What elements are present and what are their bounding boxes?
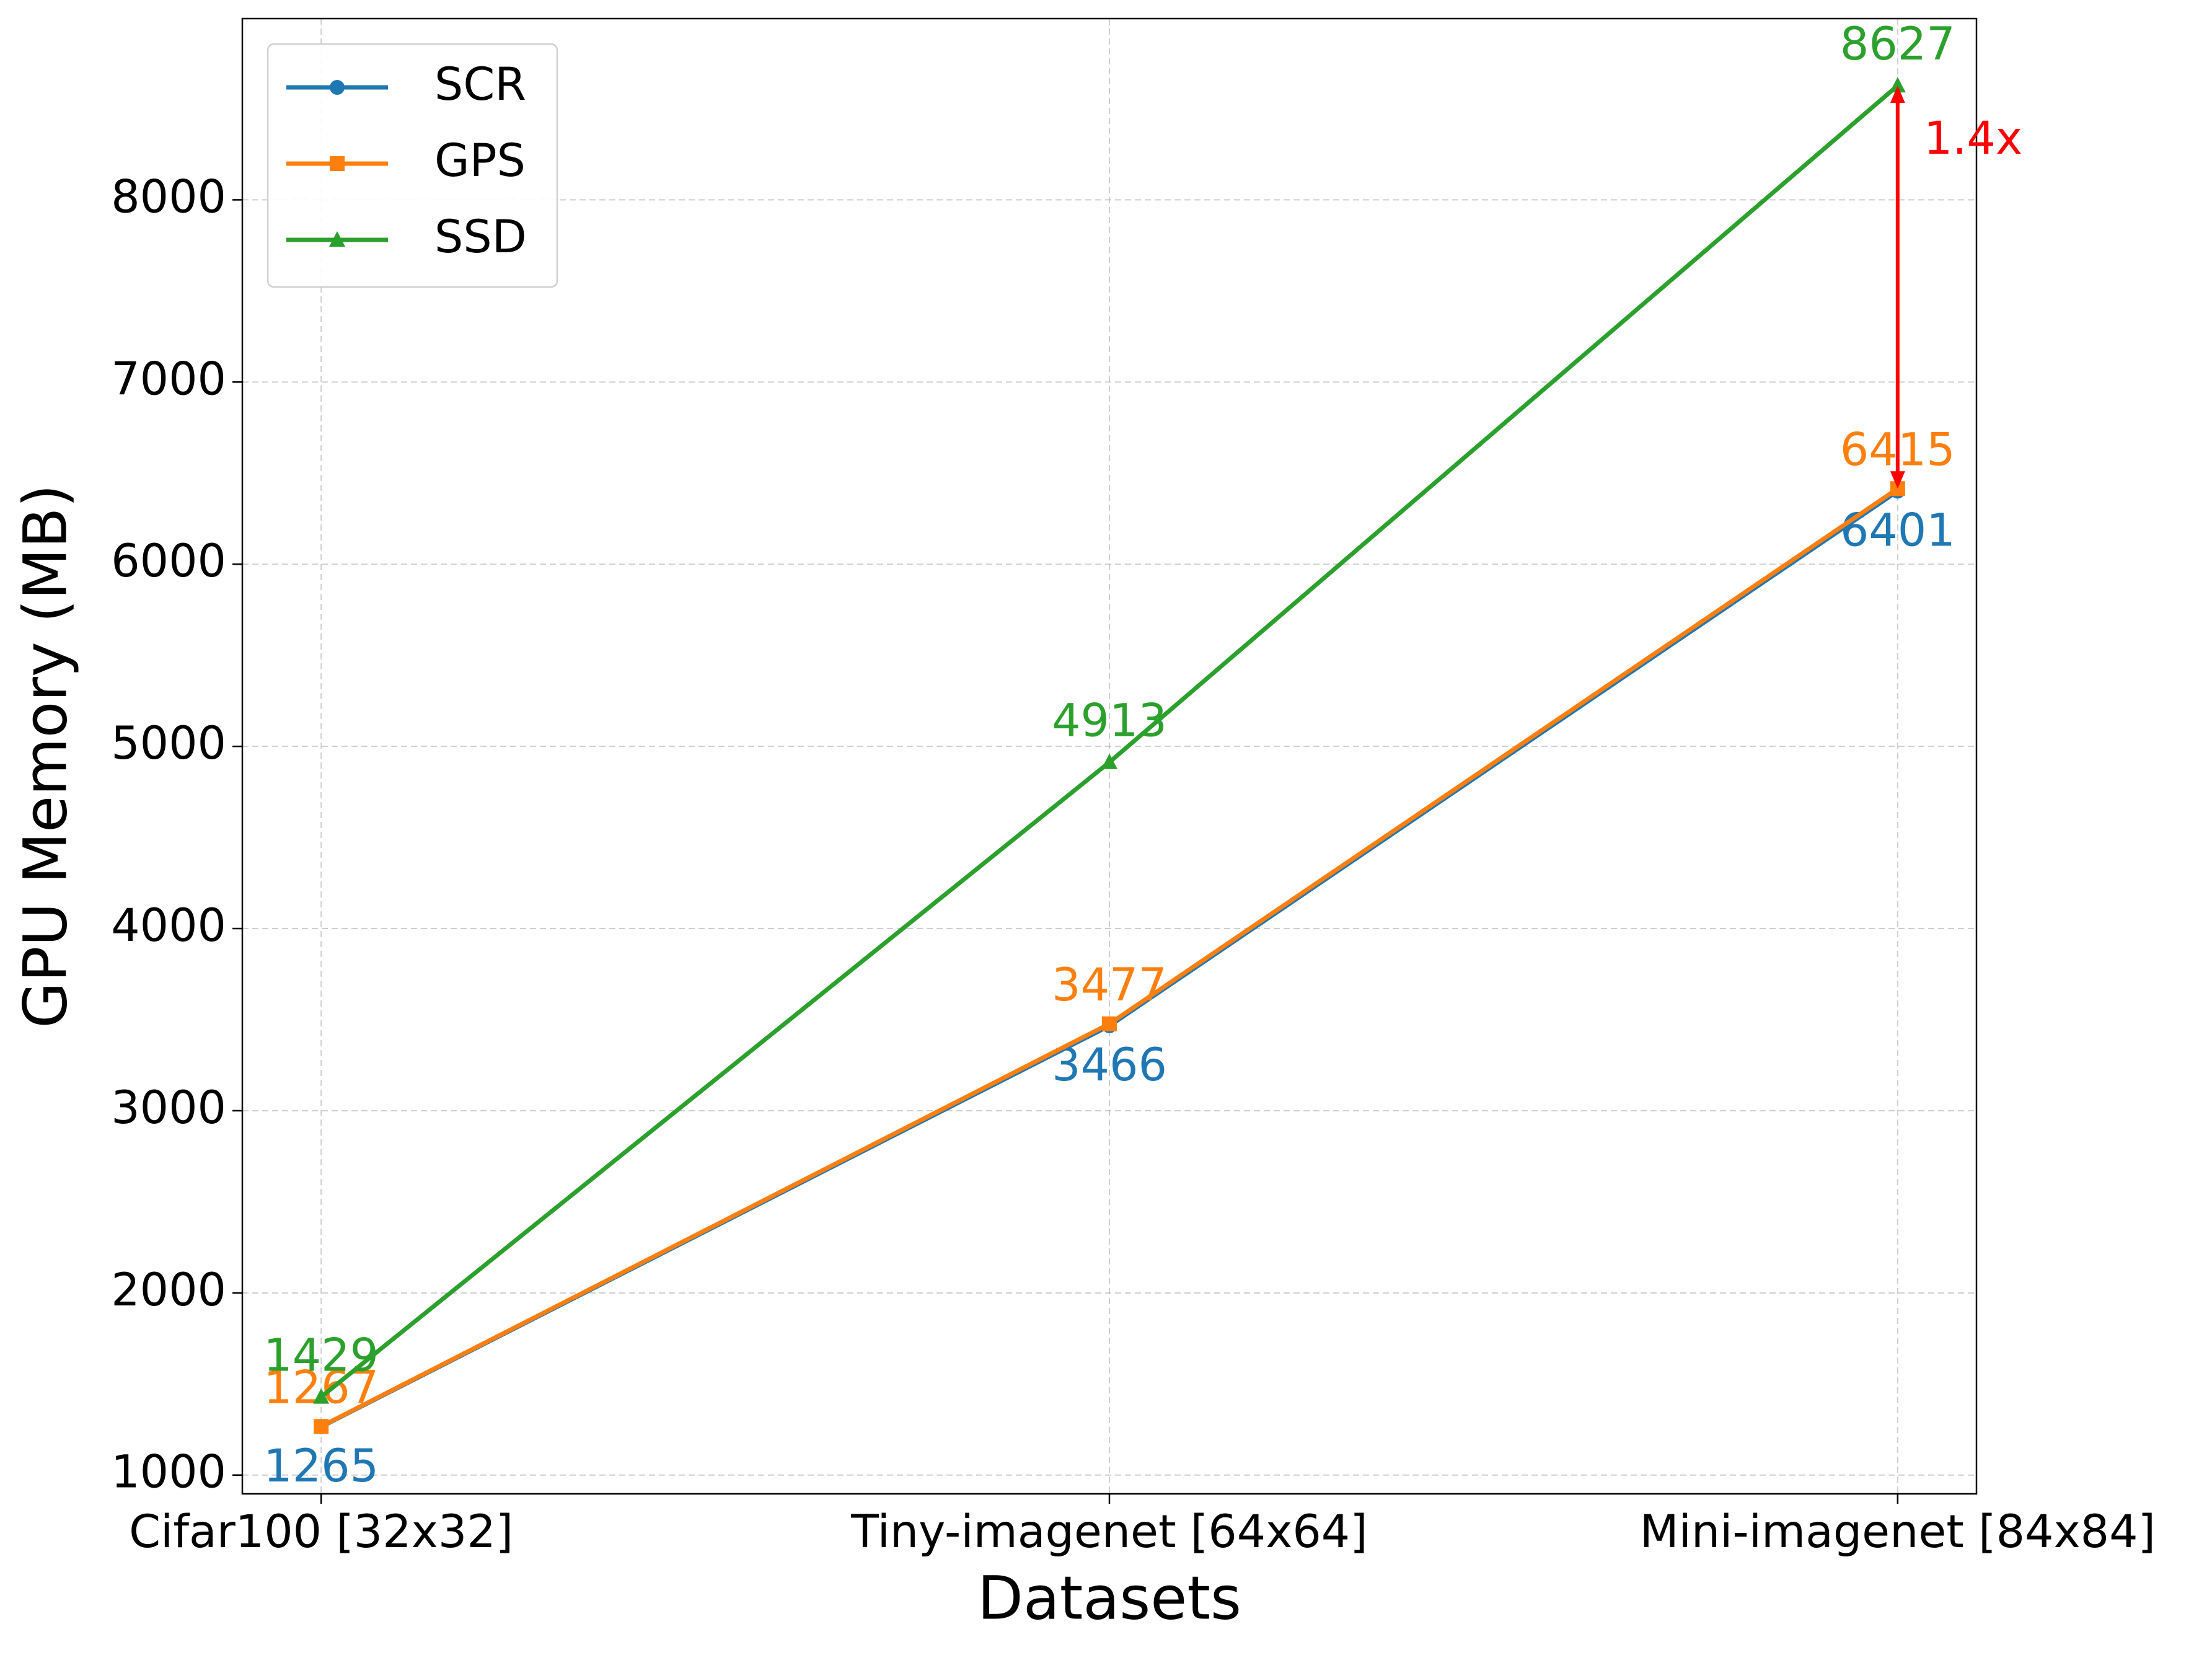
legend-box <box>267 43 558 288</box>
legend-label: SCR <box>434 58 526 111</box>
annotation-text: 1.4x <box>1924 112 2022 165</box>
plot-frame <box>241 17 1978 1495</box>
value-label: 6401 <box>1840 504 1955 557</box>
y-tick-label: 1000 <box>111 1446 226 1499</box>
point <box>1102 1016 1117 1031</box>
y-tick-label: 3000 <box>111 1082 226 1134</box>
y-axis-label: GPU Memory (MB) <box>11 484 80 1028</box>
arrow-head <box>1890 86 1905 104</box>
x-axis-label: Datasets <box>977 1563 1241 1633</box>
value-label: 8627 <box>1840 18 1955 71</box>
y-tick-label: 2000 <box>111 1264 226 1317</box>
point <box>1889 77 1906 93</box>
point <box>314 1419 329 1434</box>
y-tick-label: 7000 <box>111 353 226 405</box>
y-tick-label: 8000 <box>111 170 226 223</box>
legend-label: SSD <box>434 211 527 263</box>
point <box>330 80 345 95</box>
x-tick-label: Mini-imagenet [84x84] <box>1640 1506 2156 1558</box>
value-label: 3466 <box>1052 1039 1167 1092</box>
value-label: 1265 <box>263 1440 379 1493</box>
arrow-head <box>1890 471 1905 489</box>
value-label: 1429 <box>263 1330 379 1382</box>
x-tick-label: Cifar100 [32x32] <box>129 1506 513 1558</box>
point <box>1101 753 1117 769</box>
legend-label: GPS <box>434 135 526 187</box>
y-tick-label: 6000 <box>111 535 226 588</box>
value-label: 4913 <box>1052 695 1167 748</box>
value-label: 3477 <box>1052 959 1167 1012</box>
point <box>330 156 345 171</box>
y-tick-label: 4000 <box>111 899 226 952</box>
value-label: 1267 <box>263 1361 379 1414</box>
y-tick-label: 5000 <box>111 717 226 770</box>
point <box>329 231 345 247</box>
x-tick-label: Tiny-imagenet [64x64] <box>850 1506 1367 1558</box>
point <box>313 1388 330 1404</box>
